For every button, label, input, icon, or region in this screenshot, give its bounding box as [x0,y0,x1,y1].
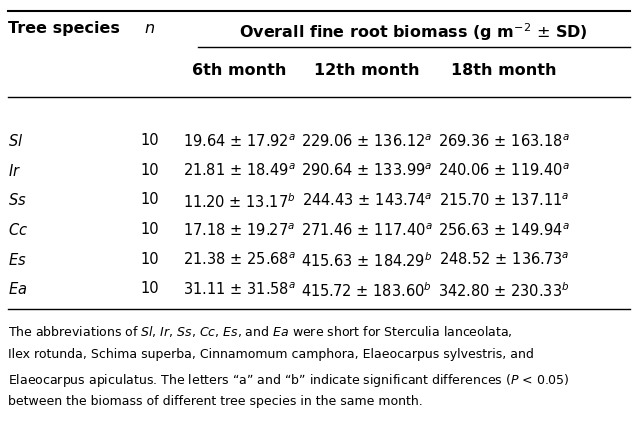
Text: 10: 10 [140,133,160,148]
Text: 269.36 ± 163.18$^{a}$: 269.36 ± 163.18$^{a}$ [438,133,570,149]
Text: 342.80 ± 230.33$^{b}$: 342.80 ± 230.33$^{b}$ [438,281,570,300]
Text: The abbreviations of $\mathit{Sl}$, $\mathit{Ir}$, $\mathit{Ss}$, $\mathit{Cc}$,: The abbreviations of $\mathit{Sl}$, $\ma… [8,324,512,339]
Text: 415.63 ± 184.29$^{b}$: 415.63 ± 184.29$^{b}$ [301,252,433,270]
Text: Tree species: Tree species [8,21,119,36]
Text: $\mathit{Ss}$: $\mathit{Ss}$ [8,192,26,208]
Text: 271.46 ± 117.40$^{a}$: 271.46 ± 117.40$^{a}$ [301,222,433,238]
Text: $\mathit{Ir}$: $\mathit{Ir}$ [8,163,20,179]
Text: Overall fine root biomass (g m$^{-2}$ $\pm$ SD): Overall fine root biomass (g m$^{-2}$ $\… [239,21,588,43]
Text: 11.20 ± 13.17$^{b}$: 11.20 ± 13.17$^{b}$ [183,192,295,211]
Text: 10: 10 [140,222,160,237]
Text: 10: 10 [140,252,160,267]
Text: 244.43 ± 143.74$^{a}$: 244.43 ± 143.74$^{a}$ [302,192,432,209]
Text: 10: 10 [140,281,160,296]
Text: 415.72 ± 183.60$^{b}$: 415.72 ± 183.60$^{b}$ [301,281,433,300]
Text: Ilex rotunda, Schima superba, Cinnamomum camphora, Elaeocarpus sylvestris, and: Ilex rotunda, Schima superba, Cinnamomum… [8,348,533,361]
Text: 31.11 ± 31.58$^{a}$: 31.11 ± 31.58$^{a}$ [182,281,296,298]
Text: 10: 10 [140,192,160,207]
Text: 229.06 ± 136.12$^{a}$: 229.06 ± 136.12$^{a}$ [301,133,433,149]
Text: 21.81 ± 18.49$^{a}$: 21.81 ± 18.49$^{a}$ [183,163,295,179]
Text: 17.18 ± 19.27$^{a}$: 17.18 ± 19.27$^{a}$ [183,222,295,238]
Text: 21.38 ± 25.68$^{a}$: 21.38 ± 25.68$^{a}$ [182,252,296,268]
Text: 256.63 ± 149.94$^{a}$: 256.63 ± 149.94$^{a}$ [438,222,570,238]
Text: $\mathit{Sl}$: $\mathit{Sl}$ [8,133,23,149]
Text: 10: 10 [140,163,160,178]
Text: 240.06 ± 119.40$^{a}$: 240.06 ± 119.40$^{a}$ [438,163,570,179]
Text: $\mathit{n}$: $\mathit{n}$ [144,21,156,36]
Text: 18th month: 18th month [451,63,557,78]
Text: $\mathit{Es}$: $\mathit{Es}$ [8,252,26,268]
Text: $\mathit{Ea}$: $\mathit{Ea}$ [8,281,27,297]
Text: Elaeocarpus apiculatus. The letters “a” and “b” indicate significant differences: Elaeocarpus apiculatus. The letters “a” … [8,372,569,389]
Text: 215.70 ± 137.11$^{a}$: 215.70 ± 137.11$^{a}$ [439,192,569,209]
Text: $\mathit{Cc}$: $\mathit{Cc}$ [8,222,27,238]
Text: 12th month: 12th month [314,63,420,78]
Text: 19.64 ± 17.92$^{a}$: 19.64 ± 17.92$^{a}$ [183,133,295,149]
Text: 6th month: 6th month [192,63,286,78]
Text: 248.52 ± 136.73$^{a}$: 248.52 ± 136.73$^{a}$ [439,252,569,268]
Text: 290.64 ± 133.99$^{a}$: 290.64 ± 133.99$^{a}$ [301,163,433,179]
Text: between the biomass of different tree species in the same month.: between the biomass of different tree sp… [8,395,422,408]
